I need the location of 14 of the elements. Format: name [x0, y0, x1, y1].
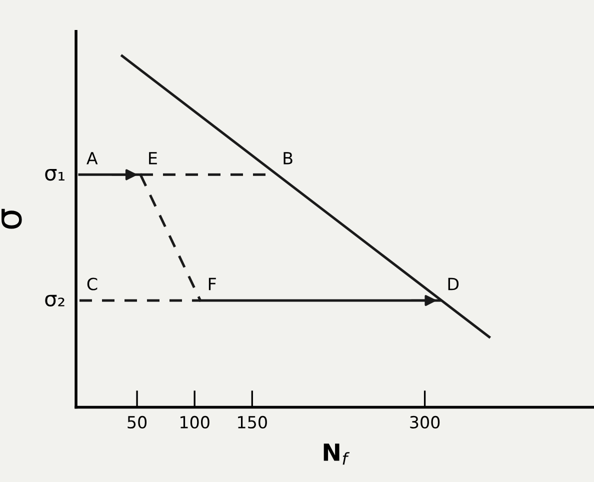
annotation: σ₂	[45, 294, 64, 307]
x-axis-title: N$_{f}$	[324, 444, 350, 465]
annotation: B	[284, 152, 292, 164]
x-tick-label: 50	[128, 416, 147, 429]
annotation: C	[87, 278, 98, 290]
annotation: σ₁	[45, 169, 64, 181]
annotation: E	[149, 152, 157, 164]
x-tick-label: 300	[410, 416, 440, 429]
annotation: D	[448, 278, 459, 290]
annotation: F	[208, 278, 216, 290]
x-tick-label: 100	[180, 416, 210, 429]
x-tick-label: 150	[238, 416, 267, 429]
y-axis-title: σ	[2, 208, 22, 229]
annotation: A	[86, 152, 98, 164]
